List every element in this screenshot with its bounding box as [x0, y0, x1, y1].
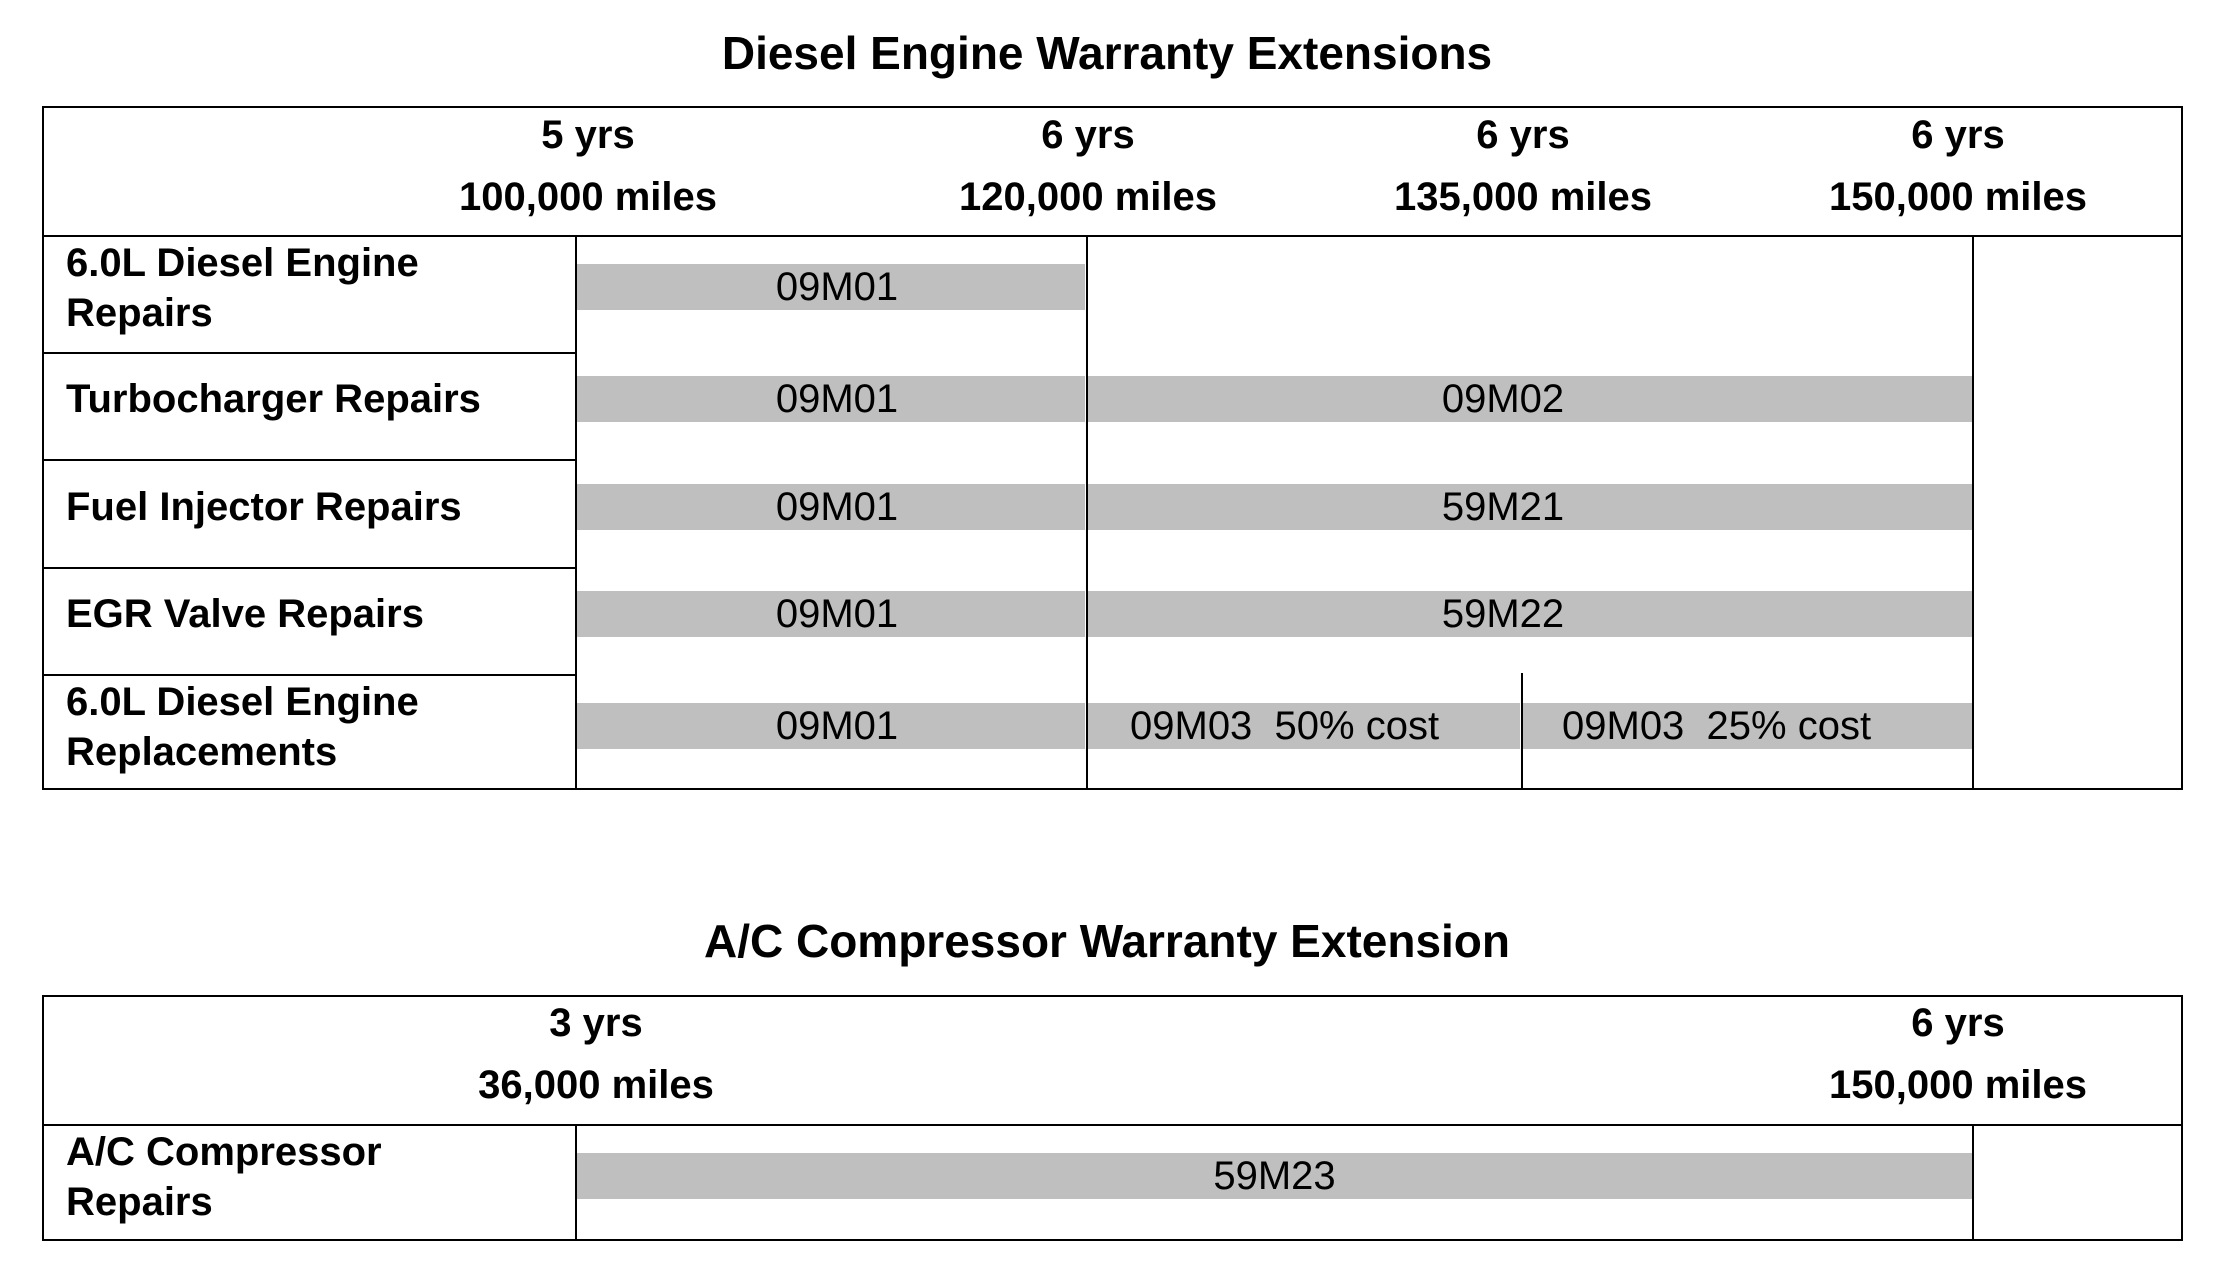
ac-table-frame: [42, 995, 2183, 1241]
diesel-row-divider: [42, 674, 577, 676]
coverage-bar-turbo-09M02: [1088, 376, 1972, 422]
ac-mark-1-miles: 36,000 miles: [478, 1063, 714, 1107]
diesel-120k-divider: [1086, 235, 1088, 790]
diesel-mark-2-miles: 120,000 miles: [959, 175, 1217, 219]
coverage-code: 59M22: [1441, 592, 1565, 636]
coverage-bar-egr-09M01: [577, 591, 1085, 637]
diesel-mark-2-yrs: 6 yrs: [1041, 113, 1135, 157]
coverage-code: 09M01: [775, 592, 899, 636]
row-label-turbocharger-repairs: Turbocharger Repairs: [66, 377, 481, 421]
ac-mark-2-yrs: 6 yrs: [1911, 1001, 2005, 1045]
diesel-row-divider: [42, 352, 577, 354]
coverage-code: 09M01: [775, 265, 899, 309]
diesel-title: Diesel Engine Warranty Extensions: [721, 27, 1493, 79]
coverage-bar-injector-09M01: [577, 484, 1085, 530]
diesel-row-divider: [42, 459, 577, 461]
row-label-ac-compressor-line2: Repairs: [66, 1180, 213, 1224]
coverage-code: 09M01: [775, 704, 899, 748]
coverage-code: 59M21: [1441, 485, 1565, 529]
coverage-code: 09M01: [775, 485, 899, 529]
diesel-table-frame: [42, 106, 2183, 790]
coverage-bar-replacement-09M03-50: [1088, 703, 1520, 749]
coverage-bar-engine-repairs-09M01: [577, 264, 1085, 310]
ac-header-divider: [42, 1124, 2183, 1126]
diesel-mark-3-miles: 135,000 miles: [1394, 175, 1652, 219]
coverage-bar-egr-59M22: [1088, 591, 1972, 637]
coverage-code: 59M23: [1213, 1154, 1336, 1198]
diesel-mark-3-yrs: 6 yrs: [1476, 113, 1570, 157]
diesel-mark-4-yrs: 6 yrs: [1911, 113, 2005, 157]
diesel-mark-1-yrs: 5 yrs: [541, 113, 635, 157]
coverage-bar-replacement-09M03-25: [1523, 703, 1972, 749]
diesel-label-column-divider: [575, 235, 577, 790]
row-label-egr-valve-repairs: EGR Valve Repairs: [66, 592, 424, 636]
ac-150k-divider: [1972, 1124, 1974, 1241]
row-label-engine-repairs-line1: 6.0L Diesel Engine: [66, 241, 419, 285]
coverage-bar-turbo-09M01: [577, 376, 1085, 422]
coverage-code: 09M01: [775, 377, 899, 421]
coverage-code: 09M03 50% cost: [1130, 704, 1440, 748]
coverage-code: 09M02: [1441, 377, 1565, 421]
row-label-engine-replacements-line2: Replacements: [66, 730, 338, 774]
diesel-header-divider: [42, 235, 2183, 237]
ac-mark-2-miles: 150,000 miles: [1829, 1063, 2087, 1107]
diesel-mark-1-miles: 100,000 miles: [459, 175, 717, 219]
diesel-row-divider: [42, 567, 577, 569]
diesel-mark-4-miles: 150,000 miles: [1829, 175, 2087, 219]
row-label-fuel-injector-repairs: Fuel Injector Repairs: [66, 485, 462, 529]
coverage-bar-ac-59M23: [577, 1153, 1972, 1199]
coverage-bar-replacement-09M01: [577, 703, 1085, 749]
coverage-code: 09M03 25% cost: [1562, 704, 1872, 748]
ac-label-column-divider: [575, 1124, 577, 1241]
row-label-ac-compressor-line1: A/C Compressor: [66, 1130, 382, 1174]
row-label-engine-replacements-line1: 6.0L Diesel Engine: [66, 680, 419, 724]
diesel-150k-divider: [1972, 235, 1974, 790]
ac-mark-1-yrs: 3 yrs: [549, 1001, 643, 1045]
coverage-bar-injector-59M21: [1088, 484, 1972, 530]
diesel-135k-divider: [1521, 673, 1523, 790]
row-label-engine-repairs-line2: Repairs: [66, 291, 213, 335]
ac-title: A/C Compressor Warranty Extension: [703, 915, 1511, 967]
